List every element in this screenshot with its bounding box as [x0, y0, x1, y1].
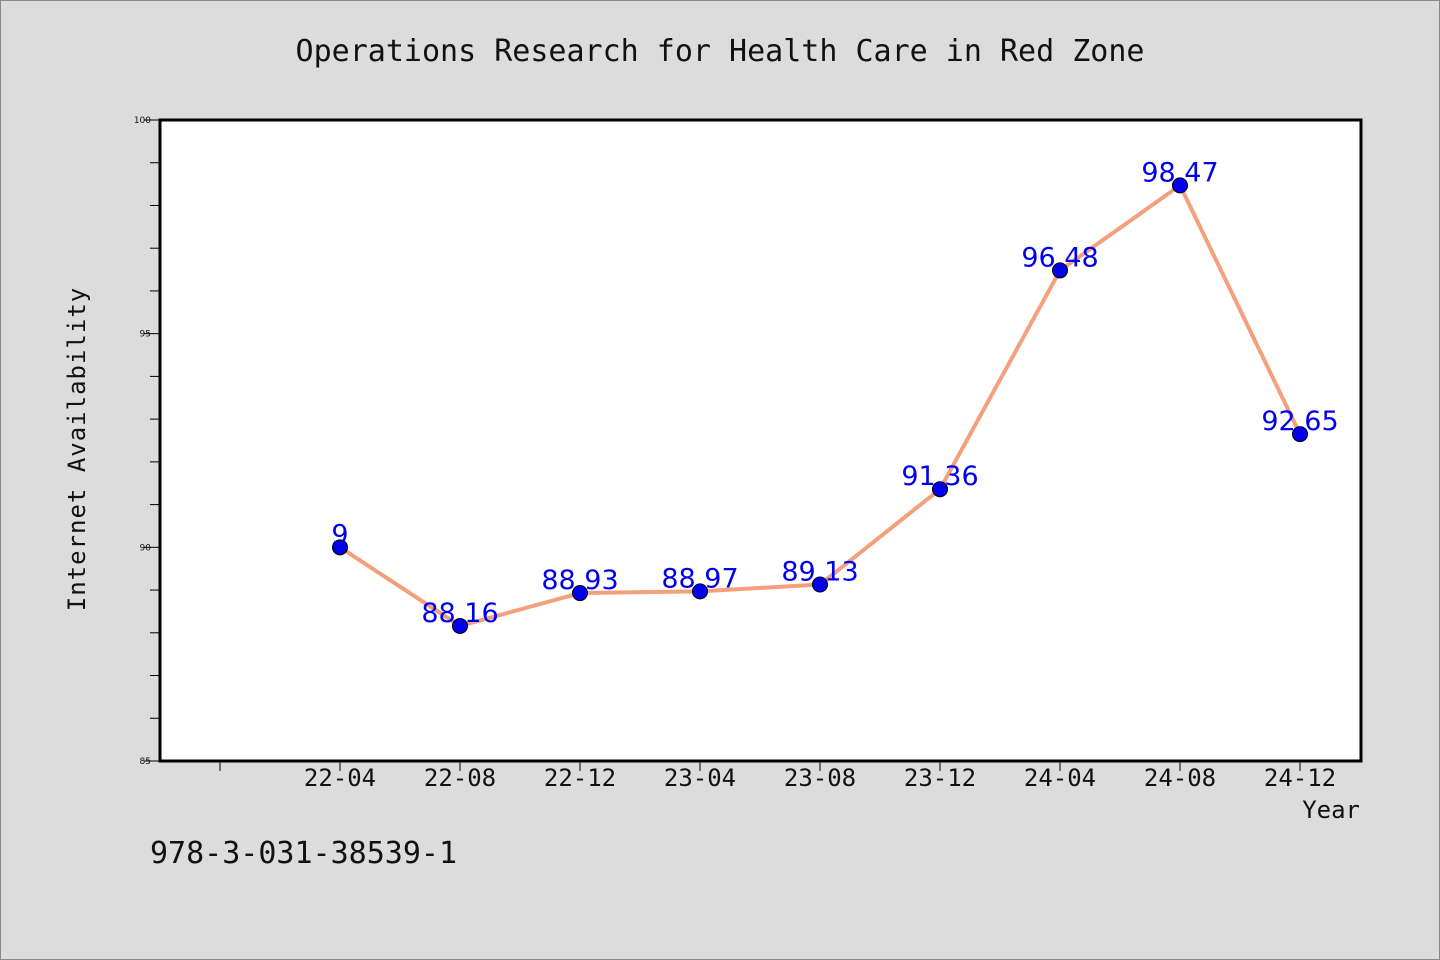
y-tick-label: 100	[134, 116, 151, 126]
data-point	[1052, 262, 1068, 279]
data-label: 88.93	[541, 565, 618, 596]
x-tick-label: 23-08	[784, 764, 856, 792]
data-label: 89.13	[781, 557, 858, 588]
y-tick-label: 95	[140, 330, 151, 340]
data-point	[452, 617, 468, 634]
x-tick-label: 23-04	[664, 764, 736, 792]
data-label: 96.48	[1021, 242, 1098, 273]
data-label: 91.36	[901, 461, 978, 492]
x-tick-label: 23-12	[904, 764, 976, 792]
data-point	[812, 576, 828, 593]
data-label: 98.47	[1141, 157, 1218, 188]
y-tick-label: 90	[140, 543, 152, 553]
y-tick-label: 85	[140, 757, 151, 767]
x-tick-label: 22-12	[544, 764, 616, 792]
x-axis-label: Year	[1302, 796, 1360, 824]
data-point	[572, 585, 588, 602]
data-point	[692, 583, 708, 600]
data-point	[1292, 426, 1308, 443]
x-tick-label: 24-08	[1144, 764, 1216, 792]
data-label: 92.65	[1261, 406, 1338, 437]
data-label: 88.97	[661, 563, 738, 594]
data-label: 9	[331, 519, 348, 550]
footnote-text: 978-3-031-38539-1	[150, 836, 458, 871]
x-tick-label: 24-12	[1264, 764, 1336, 792]
chart-title: Operations Research for Health Care in R…	[295, 34, 1145, 69]
x-tick-label: 24-04	[1024, 764, 1096, 792]
data-point	[332, 539, 348, 556]
x-tick-label: 22-08	[424, 764, 496, 792]
data-point	[932, 481, 948, 498]
data-point	[1172, 177, 1188, 194]
plot-area	[158, 118, 1363, 763]
data-label: 88.16	[421, 598, 498, 629]
x-tick-label: 22-04	[304, 764, 376, 792]
